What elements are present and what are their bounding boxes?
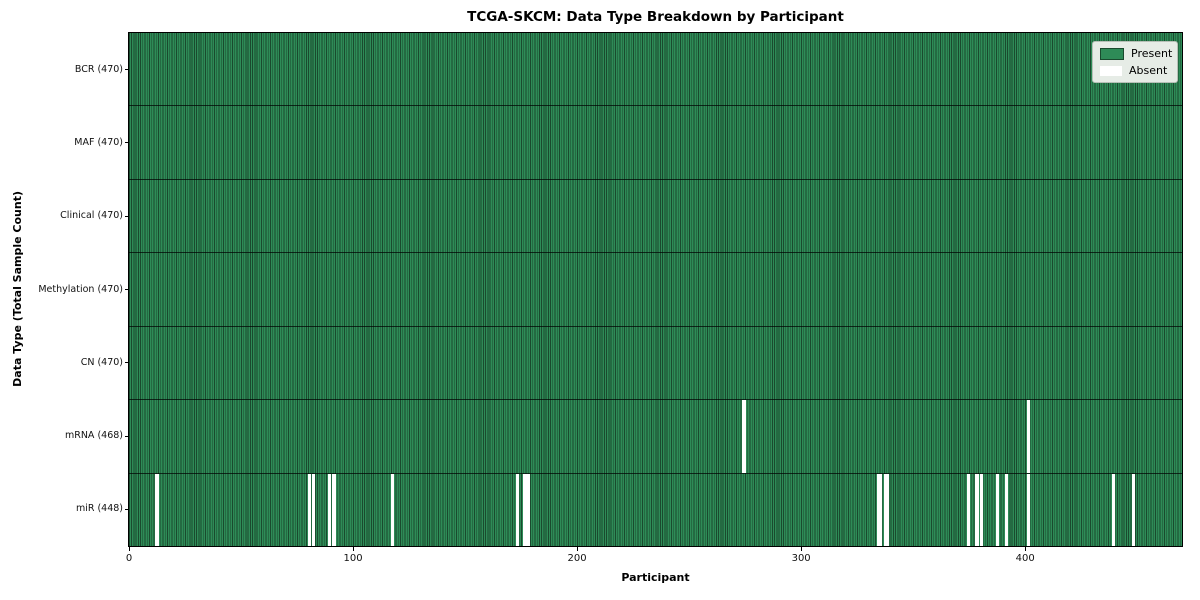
absent-bar (312, 473, 316, 546)
absent-bar (155, 473, 159, 546)
legend: Present Absent (1092, 41, 1178, 83)
absent-bar (516, 473, 520, 546)
y-tick-mark (125, 289, 129, 290)
x-tick-label-0: 0 (125, 553, 133, 564)
absent-bar (966, 473, 970, 546)
x-axis-label: Participant (621, 571, 690, 584)
heatmap-row-Clinical (129, 178, 1182, 253)
legend-item-absent: Absent (1100, 64, 1170, 77)
y-tick-label-CN: CN (470) (80, 356, 123, 368)
y-tick-label-Clinical: Clinical (470) (60, 210, 123, 222)
legend-absent-label: Absent (1129, 64, 1168, 77)
x-tick-mark (1025, 547, 1027, 551)
legend-item-present: Present (1100, 47, 1173, 60)
absent-bar (1027, 400, 1031, 473)
absent-bar (883, 473, 889, 546)
x-tick-label-400: 400 (1015, 553, 1035, 564)
absent-bar (975, 473, 979, 546)
absent-bar (995, 473, 999, 546)
absent-bar (1027, 473, 1031, 546)
y-tick-label-MAF: MAF (470) (74, 136, 123, 148)
y-tick-mark (125, 69, 129, 71)
absent-bar (327, 473, 332, 546)
x-tick-mark (129, 547, 130, 551)
heatmap-row-miR (129, 472, 1182, 546)
absent-bar (742, 400, 746, 473)
x-tick-label-200: 200 (567, 553, 587, 564)
chart-title: TCGA-SKCM: Data Type Breakdown by Partic… (467, 9, 844, 25)
y-tick-mark (125, 362, 129, 364)
heatmap-row-CN (129, 325, 1182, 400)
x-tick-mark (353, 547, 355, 551)
x-tick-mark (801, 547, 803, 551)
absent-swatch-icon (1100, 65, 1122, 76)
x-tick-label-100: 100 (343, 553, 363, 564)
x-tick-label-300: 300 (791, 553, 811, 564)
heatmap-row-MAF (129, 105, 1182, 179)
y-tick-label-mRNA: mRNA (468) (64, 430, 123, 442)
y-tick-label-miR: miR (448) (75, 503, 123, 515)
absent-bar (307, 473, 311, 546)
absent-bar (332, 473, 336, 546)
heatmap-row-Methylation (129, 252, 1182, 326)
heatmap-row-BCR (129, 33, 1182, 106)
absent-bar (876, 473, 883, 546)
absent-bar (390, 473, 394, 546)
y-tick-label-Methylation: Methylation (470) (38, 283, 123, 295)
y-tick-mark (125, 435, 129, 437)
y-tick-mark (125, 215, 129, 217)
absent-bar (1112, 473, 1116, 546)
legend-present-label: Present (1131, 47, 1173, 60)
absent-bar (522, 473, 531, 546)
absent-bar (979, 473, 983, 546)
heatmap-row-mRNA (129, 399, 1182, 473)
y-tick-label-BCR: BCR (470) (74, 63, 123, 75)
y-tick-mark (125, 142, 129, 144)
present-swatch-icon (1100, 47, 1124, 60)
absent-bar (1132, 473, 1136, 546)
x-tick-mark (577, 547, 579, 551)
y-tick-mark (125, 508, 129, 510)
heatmap-plot-area (128, 32, 1183, 547)
absent-bar (1004, 473, 1008, 546)
